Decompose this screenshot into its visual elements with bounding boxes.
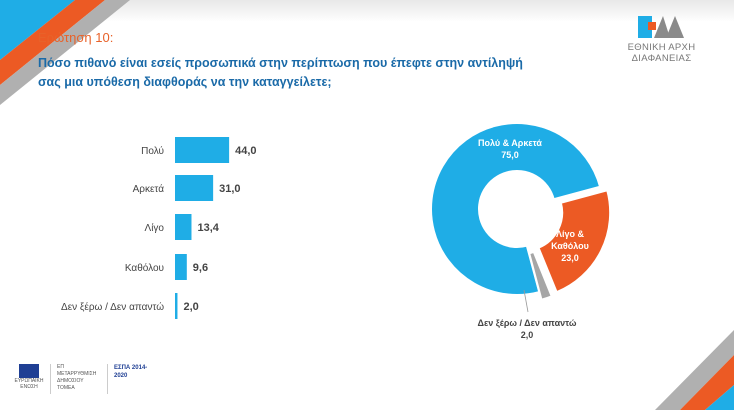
slice-value: 2,0: [521, 330, 534, 340]
leader-line: [523, 289, 529, 313]
divider: [107, 364, 108, 394]
corner-br-orange: [680, 355, 734, 410]
donut-slice: [537, 189, 612, 294]
logo-text: ΕΘΝΙΚΗ ΑΡΧΗ ΔΙΑΦΑΝΕΙΑΣ: [627, 42, 696, 64]
corner-br-blue: [705, 385, 734, 410]
donut-slice: [430, 122, 602, 296]
footer-logos: ΕΥΡΩΠΑΪΚΗ ΕΝΩΣΗ ΕΠ ΜΕΤΑΡΡΥΘΜΙΣΗ ΔΗΜΟΣΙΟΥ…: [14, 364, 154, 394]
bar-value-label: 2,0: [183, 301, 198, 313]
logo3: ΕΣΠΑ 2014-2020: [114, 365, 148, 379]
logo-mark-icon: [637, 16, 684, 38]
top-band: [0, 0, 734, 22]
donut-slice: [528, 250, 554, 301]
bar-value-label: 13,4: [197, 222, 219, 234]
bar: [175, 175, 214, 201]
logo2: ΕΠ ΜΕΤΑΡΡΥΘΜΙΣΗ ΔΗΜΟΣΙΟΥ ΤΟΜΕΑ: [57, 364, 97, 391]
divider: [50, 364, 51, 394]
slice-label: Πολύ & Αρκετά: [478, 138, 542, 148]
bar-category-label: Δεν ξέρω / Δεν απαντώ: [61, 301, 164, 313]
question-text: Πόσο πιθανό είναι εσείς προσωπικά στην π…: [38, 56, 523, 89]
slice-label: Δεν ξέρω / Δεν απαντώ: [478, 318, 577, 328]
bar: [175, 254, 187, 280]
bar-category-label: Πολύ: [141, 145, 164, 157]
corner-gray: [0, 0, 130, 105]
eu-flag-icon: [19, 364, 39, 378]
slice-value: 23,0: [561, 253, 579, 263]
bar: [175, 137, 230, 163]
bar: [175, 293, 178, 319]
question-label: Ερώτηση 10:: [38, 30, 114, 45]
slice-label: Λίγο &: [556, 229, 585, 239]
logo: ΕΘΝΙΚΗ ΑΡΧΗ ΔΙΑΦΑΝΕΙΑΣ: [604, 14, 719, 64]
bar: [175, 214, 192, 240]
bar-category-label: Αρκετά: [133, 183, 165, 195]
corner-br-gray: [655, 330, 734, 410]
slice-value: 75,0: [501, 150, 519, 160]
bar-category-label: Καθόλου: [125, 262, 164, 274]
bar-category-label: Λίγο: [145, 222, 165, 234]
logo1: ΕΥΡΩΠΑΪΚΗ ΕΝΩΣΗ: [14, 378, 44, 390]
slice-label: Καθόλου: [551, 241, 589, 251]
bar-value-label: 44,0: [235, 145, 256, 157]
bar-value-label: 9,6: [193, 262, 208, 274]
bar-value-label: 31,0: [219, 183, 240, 195]
eu-logo: ΕΥΡΩΠΑΪΚΗ ΕΝΩΣΗ: [14, 364, 44, 390]
